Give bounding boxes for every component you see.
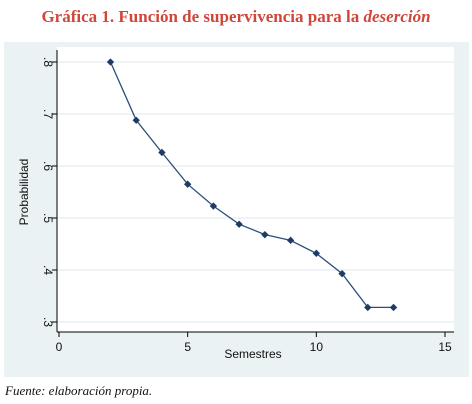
y-tick-label-2: .5 xyxy=(41,213,55,223)
data-point-9 xyxy=(338,269,346,278)
grid-lines xyxy=(57,61,454,323)
data-point-10 xyxy=(364,303,372,312)
data-point-1 xyxy=(132,116,140,124)
x-tick-label-3: 15 xyxy=(438,340,452,354)
x-tick-label-2: 10 xyxy=(310,340,324,354)
y-tick-label-1: .4 xyxy=(41,265,55,275)
x-tick-label-0: 0 xyxy=(56,340,63,354)
data-point-8 xyxy=(312,249,321,258)
ticks: 0 5 10 15 .3 .4 .5 .6 .7 .8 xyxy=(41,57,452,354)
x-tick-label-1: 5 xyxy=(184,340,191,354)
data-point-4 xyxy=(209,202,218,210)
figure-title-italic: deserción xyxy=(363,7,431,26)
x-axis-label: Semestres xyxy=(224,347,281,361)
y-axis-label: Probabilidad xyxy=(17,159,31,226)
y-tick-label-0: .3 xyxy=(41,317,55,327)
series-line-0 xyxy=(109,61,394,309)
y-tick-label-3: .6 xyxy=(41,161,55,171)
figure-title: Gráfica 1. Función de supervivencia para… xyxy=(0,7,472,27)
axes xyxy=(56,50,454,333)
figure-source: Fuente: elaboración propia. xyxy=(5,383,153,398)
figure-title-main: Gráfica 1. Función de supervivencia para… xyxy=(41,7,364,26)
plot-area xyxy=(57,47,454,332)
data-point-11 xyxy=(389,303,398,312)
data-point-7 xyxy=(286,236,295,245)
y-tick-label-4: .7 xyxy=(41,109,55,119)
data-point-6 xyxy=(261,230,269,239)
y-tick-label-5: .8 xyxy=(41,57,55,67)
data-point-0 xyxy=(106,58,115,66)
